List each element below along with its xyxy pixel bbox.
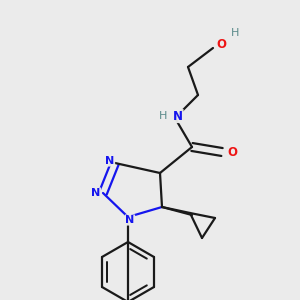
Text: O: O [216, 38, 226, 52]
Text: O: O [227, 146, 237, 158]
Text: H: H [231, 28, 239, 38]
Text: N: N [125, 215, 135, 225]
Text: N: N [105, 156, 115, 166]
Text: N: N [173, 110, 183, 122]
Text: H: H [159, 111, 167, 121]
Text: N: N [92, 188, 100, 198]
